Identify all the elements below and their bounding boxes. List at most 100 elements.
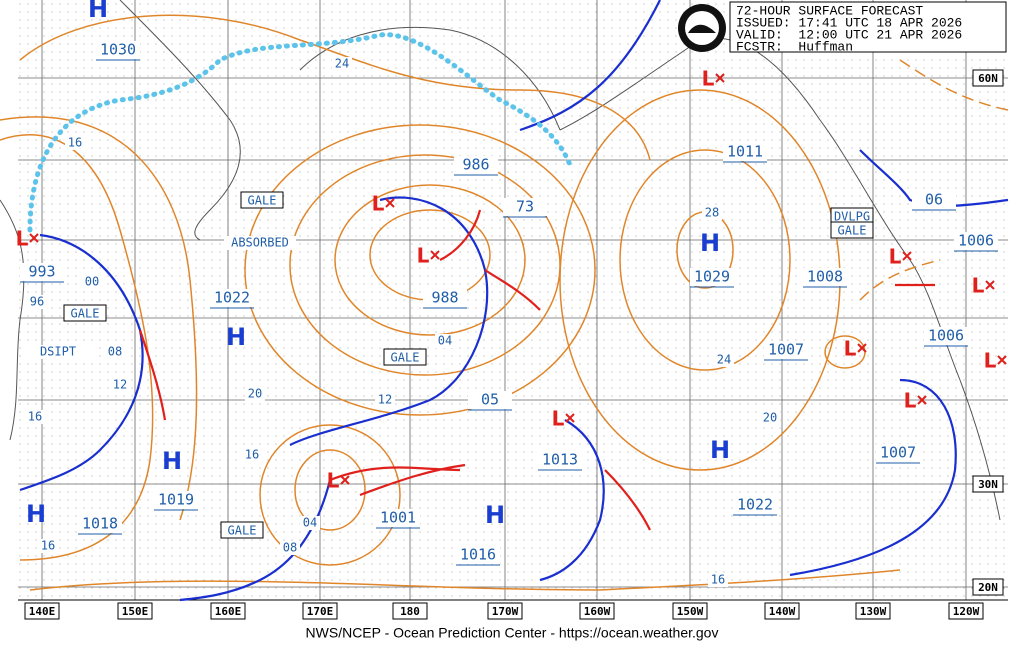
graticule — [18, 0, 1008, 601]
pressure-label-bg — [954, 232, 998, 250]
header-line: FCSTR: Huffman — [736, 39, 853, 54]
isobar-label-bg — [714, 353, 734, 367]
header-box — [729, 1, 1007, 53]
low-cross — [340, 475, 350, 485]
header-line: 72-HOUR SURFACE FORECAST — [736, 3, 923, 18]
isobar-label: 04 — [438, 334, 452, 348]
longitude-label: 140W — [769, 605, 796, 618]
isobar-label-bg — [332, 57, 352, 71]
pressure-label: 73 — [516, 198, 534, 216]
longitude-label-box — [117, 602, 153, 620]
longitude-label-box — [855, 602, 891, 620]
pressure-label: 1013 — [542, 451, 578, 469]
pressure-label: 06 — [925, 191, 943, 209]
low-center: L — [984, 349, 997, 373]
pressure-label: 988 — [431, 289, 458, 307]
low-center: L — [16, 227, 29, 251]
isobar-label: 20 — [248, 387, 262, 401]
pressure-label-bg — [456, 546, 500, 564]
pressure-label-bg — [538, 451, 582, 469]
longitude-label: 180 — [400, 605, 420, 618]
longitude-label-box — [487, 602, 523, 620]
pressure-label-bg — [423, 289, 467, 307]
pressure-label: 1008 — [807, 268, 843, 286]
low-cross — [715, 73, 725, 83]
isobar-label-bg — [27, 295, 47, 309]
isobar-label: 16 — [68, 136, 82, 150]
pressure-label: 1007 — [768, 341, 804, 359]
isobar-label: 28 — [705, 206, 719, 220]
coastlines — [0, 0, 1001, 521]
longitude-label-box — [24, 602, 60, 620]
isobar-label-bg — [435, 334, 455, 348]
longitude-label-box — [579, 602, 615, 620]
pressure-label: 1019 — [158, 491, 194, 509]
pressure-label: 1011 — [727, 143, 763, 161]
isobar-label: 16 — [28, 410, 42, 424]
longitude-label-box — [392, 602, 428, 620]
low-center: L — [417, 244, 430, 268]
high-center: H — [710, 436, 730, 464]
longitude-label: 140E — [29, 605, 56, 618]
latitude-label-box — [972, 69, 1004, 87]
longitude-label: 170W — [492, 605, 519, 618]
fronts — [19, 0, 1009, 602]
isobar-label-bg — [300, 516, 320, 530]
longitude-label: 120W — [953, 605, 980, 618]
low-cross — [565, 413, 575, 423]
isobar-label: 08 — [283, 541, 297, 555]
isobar-label: 96 — [30, 295, 44, 309]
pressure-label-bg — [454, 156, 498, 174]
isobar-label-bg — [375, 393, 395, 407]
isobar-label-bg — [82, 275, 102, 289]
pressure-label-bg — [210, 289, 254, 307]
pressure-label-bg — [376, 509, 420, 527]
latitude-label-box — [972, 578, 1004, 596]
isobar-label-bg — [760, 411, 780, 425]
pressure-label: 1006 — [958, 232, 994, 250]
low-center: L — [972, 274, 985, 298]
pressure-label-bg — [764, 341, 808, 359]
pressure-label-bg — [468, 391, 512, 409]
isobar-label-bg — [280, 541, 300, 555]
warning-label-box — [63, 304, 107, 322]
isobar-label-bg — [242, 448, 262, 462]
longitude-label-box — [672, 602, 708, 620]
high-center: H — [162, 447, 182, 475]
low-center: L — [904, 389, 917, 413]
low-center: L — [552, 407, 565, 431]
longitude-label-box — [210, 602, 246, 620]
longitude-label: 160E — [215, 605, 242, 618]
longitude-label-box — [764, 602, 800, 620]
pressure-label: 993 — [28, 263, 55, 281]
isobar-label: 16 — [711, 573, 725, 587]
latitude-label: 60N — [978, 72, 998, 85]
latitude-label-box — [972, 475, 1004, 493]
isobar-label-bg — [105, 345, 125, 359]
isobar-label-bg — [702, 206, 722, 220]
header-line: VALID: 12:00 UTC 21 APR 2026 — [736, 27, 962, 42]
low-cross — [997, 355, 1007, 365]
isobar-label-bg — [65, 136, 85, 150]
warning-label-box — [220, 521, 264, 539]
low-center: L — [889, 245, 902, 269]
warning-label-box — [383, 348, 427, 366]
high-center: H — [226, 323, 246, 351]
pressure-label: 05 — [481, 391, 499, 409]
labels: 140E 150E 160E 170E 180 170W 160W 150W 140W 130W 1… — [16, 0, 1007, 620]
pressure-label-bg — [733, 496, 777, 514]
low-cross — [857, 343, 867, 353]
pressure-label-bg — [876, 444, 920, 462]
longitude-label: 130W — [860, 605, 887, 618]
warning-label: GALE — [391, 351, 420, 365]
pressure-label: 1030 — [100, 41, 136, 59]
isobar-label: 08 — [108, 345, 122, 359]
pressure-label-bg — [912, 191, 956, 209]
longitude-label: 150W — [677, 605, 704, 618]
pressure-label-bg — [154, 491, 198, 509]
note-bg — [224, 236, 296, 250]
low-cross — [917, 395, 927, 405]
longitude-label: 160W — [584, 605, 611, 618]
longitude-label-box — [302, 602, 338, 620]
header-line: ISSUED: 17:41 UTC 18 APR 2026 — [736, 15, 962, 30]
